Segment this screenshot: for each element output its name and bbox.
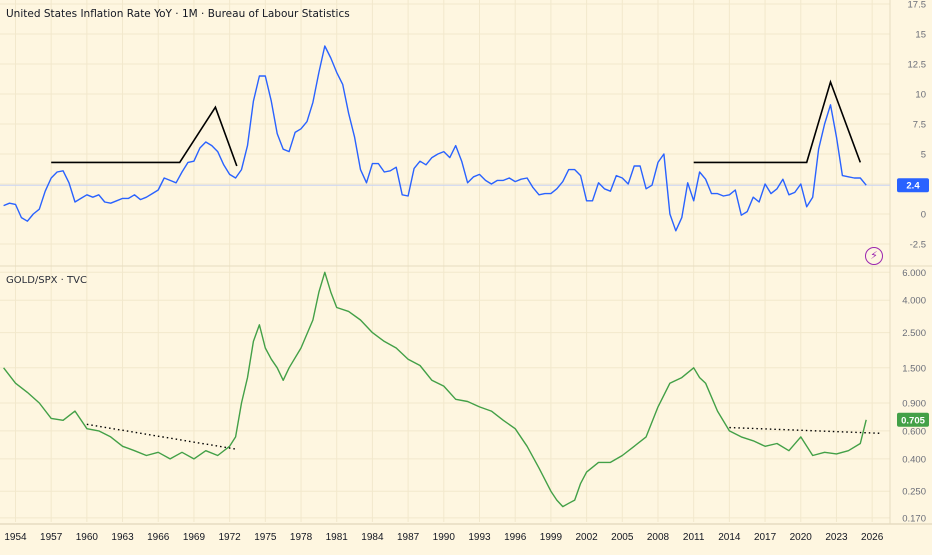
y-tick-label-bottom: 4.000 <box>902 296 926 307</box>
inflation-annotation-1[interactable] <box>51 105 238 167</box>
x-tick-label: 2020 <box>790 532 813 543</box>
inflation-annotation-2[interactable] <box>693 79 862 164</box>
x-tick-label: 2008 <box>647 532 670 543</box>
x-tick-label: 1990 <box>433 532 456 543</box>
x-tick-label: 1987 <box>397 532 420 543</box>
x-tick-label: 1978 <box>290 532 313 543</box>
y-tick-label-top: 5 <box>921 150 926 161</box>
x-tick-label: 1981 <box>326 532 349 543</box>
x-tick-label: 1996 <box>504 532 527 543</box>
y-tick-label-top: 0 <box>921 210 926 221</box>
x-tick-label: 1957 <box>40 532 63 543</box>
inflation-pane-title: United States Inflation Rate YoY · 1M · … <box>6 8 350 20</box>
inflation-last-value-badge-label: 2.4 <box>906 181 920 192</box>
inflation-last-value-badge: 2.4 <box>897 178 929 193</box>
y-tick-label-bottom: 0.600 <box>902 426 926 437</box>
gold-spx-series-line <box>3 271 867 508</box>
y-tick-label-top: 10 <box>915 90 926 101</box>
x-tick-label: 2026 <box>861 532 884 543</box>
x-tick-label: 1966 <box>147 532 170 543</box>
gold-spx-last-value-badge-label: 0.705 <box>901 415 925 426</box>
y-tick-label-bottom: 1.500 <box>902 363 926 374</box>
x-tick-label: 1993 <box>468 532 491 543</box>
inflation-series-line <box>3 45 867 232</box>
y-tick-label-top: 12.5 <box>908 60 927 71</box>
x-tick-label: 2023 <box>825 532 848 543</box>
x-tick-label: 1972 <box>219 532 242 543</box>
y-tick-label-top: -2.5 <box>910 240 926 251</box>
y-tick-label-bottom: 2.500 <box>902 328 926 339</box>
y-tick-label-top: 17.5 <box>908 0 927 11</box>
x-tick-label: 2005 <box>611 532 634 543</box>
y-tick-label-top: 7.5 <box>913 120 926 131</box>
x-tick-label: 2014 <box>718 532 741 543</box>
gold-spx-last-value-badge-bg <box>897 412 929 427</box>
gold-spx-last-value-badge: 0.705 <box>897 412 929 427</box>
y-tick-label-bottom: 6.000 <box>902 268 926 279</box>
x-tick-label: 1969 <box>183 532 206 543</box>
gold-spx-pane-title: GOLD/SPX · TVC <box>6 275 87 286</box>
y-tick-label-bottom: 0.250 <box>902 487 926 498</box>
y-tick-label-bottom: 0.170 <box>902 513 926 524</box>
x-tick-label: 1954 <box>4 532 27 543</box>
y-tick-label-bottom: 0.400 <box>902 454 926 465</box>
x-tick-label: 1984 <box>361 532 384 543</box>
x-tick-label: 1975 <box>254 532 277 543</box>
lightning-icon[interactable]: ⚡ <box>865 247 883 265</box>
x-tick-label: 2017 <box>754 532 777 543</box>
gold-spx-dotted-trendline-1[interactable] <box>86 423 237 450</box>
x-tick-label: 2011 <box>683 532 705 543</box>
y-tick-label-top: 15 <box>915 30 926 41</box>
y-tick-label-bottom: 0.900 <box>902 398 926 409</box>
x-tick-label: 1999 <box>540 532 563 543</box>
x-tick-label: 2002 <box>575 532 598 543</box>
inflation-last-value-badge-bg <box>897 178 929 193</box>
x-tick-label: 1963 <box>111 532 134 543</box>
x-tick-label: 1960 <box>76 532 99 543</box>
